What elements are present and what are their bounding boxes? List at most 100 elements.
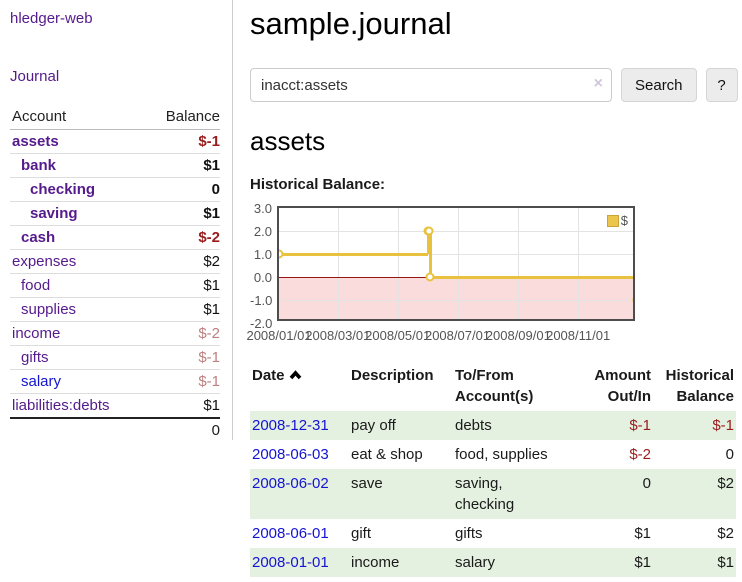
table-row: 2008-01-01 income salary $1 $1 — [250, 548, 736, 577]
account-balance: $1 — [203, 205, 220, 222]
register-header-balance[interactable]: Historical Balance — [665, 367, 734, 405]
sidebar: hledger-web Journal Account Balance asse… — [0, 0, 233, 440]
register-cell-date: 2008-06-02 — [250, 469, 349, 519]
register-cell-balance: $2 — [653, 469, 736, 519]
legend-swatch — [606, 214, 619, 227]
register-cell-date: 2008-06-03 — [250, 440, 349, 469]
chart-line-segment — [428, 231, 432, 277]
table-row: 2008-06-03 eat & shop food, supplies $-2 0 — [250, 440, 736, 469]
account-balance: $1 — [203, 301, 220, 318]
register-cell-description: pay off — [349, 411, 453, 440]
register-header-amount[interactable]: Amount Out/In — [594, 367, 651, 405]
page-title: sample.journal — [250, 6, 452, 41]
register-header-row: Date Description To/From Account(s) Amou… — [250, 363, 736, 411]
sort-ascending-icon — [289, 365, 302, 386]
horizontal-gridline — [279, 254, 633, 255]
account-link-supplies[interactable]: supplies — [21, 301, 77, 318]
account-row: supplies $1 — [10, 298, 220, 322]
register-cell-accounts: salary — [453, 548, 578, 577]
account-link-bank[interactable]: bank — [21, 157, 57, 174]
register-cell-accounts: saving, checking — [453, 469, 578, 519]
account-row: food $1 — [10, 274, 220, 298]
account-balance: $-2 — [198, 325, 220, 342]
y-axis-label: 0.0 — [253, 270, 272, 285]
account-link-assets[interactable]: assets — [12, 133, 59, 150]
chart-line-segment — [426, 231, 430, 254]
account-link-checking[interactable]: checking — [30, 181, 96, 198]
search-input[interactable] — [250, 68, 612, 102]
account-link-expenses[interactable]: expenses — [12, 253, 77, 270]
x-axis-label: 2008/09/01 — [485, 328, 551, 343]
chart-data-point — [425, 272, 435, 282]
main-content: sample.journal × Search ? assets Histori… — [233, 0, 742, 582]
legend-label: $ — [620, 213, 628, 228]
vertical-gridline — [338, 208, 339, 319]
search-button[interactable]: Search — [621, 68, 697, 102]
chart-data-point — [279, 249, 284, 259]
account-row: saving $1 — [10, 202, 220, 226]
chart-data-point — [424, 226, 434, 236]
register-cell-amount: $-2 — [629, 446, 651, 463]
register-cell-amount: $1 — [634, 525, 651, 542]
register-cell-amount: $1 — [578, 548, 653, 577]
x-axis-label: 2008/03/01 — [305, 328, 371, 343]
app-title-link[interactable]: hledger-web — [10, 10, 93, 27]
vertical-gridline — [518, 208, 519, 319]
transaction-date-link[interactable]: 2008-01-01 — [252, 554, 329, 571]
table-row: 2008-06-01 gift gifts $1 $2 — [250, 519, 736, 548]
account-link-food[interactable]: food — [21, 277, 51, 294]
account-row: cash $-2 — [10, 226, 220, 250]
transaction-date-link[interactable]: 2008-06-01 — [252, 525, 329, 542]
account-link-income[interactable]: income — [12, 325, 61, 342]
x-axis-label: 2008/05/01 — [365, 328, 431, 343]
register-cell-balance: $-1 — [653, 411, 736, 440]
register-cell-accounts: gifts — [455, 525, 483, 542]
account-link-salary[interactable]: salary — [21, 373, 62, 390]
account-balance: $2 — [203, 253, 220, 270]
account-row: assets $-1 — [10, 130, 220, 154]
vertical-gridline — [458, 208, 459, 319]
balance-column-header: Balance — [165, 108, 220, 125]
register-header-accounts[interactable]: To/From Account(s) — [455, 367, 534, 405]
account-link-cash[interactable]: cash — [21, 229, 56, 246]
register-cell-description: gift — [351, 525, 372, 542]
account-link-gifts[interactable]: gifts — [21, 349, 49, 366]
register-header-date[interactable]: Date — [250, 363, 349, 411]
account-row: expenses $2 — [10, 250, 220, 274]
clear-search-icon[interactable]: × — [593, 75, 603, 92]
register-cell-description: income — [349, 548, 453, 577]
horizontal-gridline — [279, 231, 633, 232]
register-table: Date Description To/From Account(s) Amou… — [250, 363, 736, 577]
accounts-total-value: 0 — [211, 422, 220, 439]
account-column-header: Account — [12, 108, 67, 125]
transaction-date-link[interactable]: 2008-12-31 — [252, 417, 329, 434]
help-button[interactable]: ? — [705, 68, 738, 102]
chart-line-segment — [279, 252, 429, 256]
sidebar-item-journal[interactable]: Journal — [10, 68, 60, 85]
chart-data-point — [632, 295, 633, 305]
x-axis-label: 2008/11/01 — [546, 328, 611, 343]
register-cell-balance: 0 — [725, 446, 734, 463]
account-balance: 0 — [211, 181, 220, 198]
account-link-saving[interactable]: saving — [30, 205, 78, 222]
chart-plot-area[interactable]: $ — [277, 206, 635, 321]
register-header-description[interactable]: Description — [351, 367, 434, 384]
register-cell-date: 2008-12-31 — [250, 411, 349, 440]
horizontal-gridline — [279, 300, 633, 301]
balance-chart: $ 3.0 2.0 1.0 0.0 -1.0 -2.0 2008/01/01 2008/03… — [246, 202, 738, 343]
account-row: gifts $-1 — [10, 346, 220, 370]
transaction-date-link[interactable]: 2008-06-02 — [252, 475, 329, 492]
chart-line-segment — [430, 275, 633, 279]
negative-region — [279, 277, 633, 319]
account-balance: $1 — [203, 397, 220, 414]
transaction-date-link[interactable]: 2008-06-03 — [252, 446, 329, 463]
chart-line-segment — [634, 277, 635, 300]
account-row: income $-2 — [10, 322, 220, 346]
register-cell-description: save — [349, 469, 453, 519]
account-link-liabilities-debts[interactable]: liabilities:debts — [12, 397, 110, 414]
vertical-gridline — [398, 208, 399, 319]
account-row: checking 0 — [10, 178, 220, 202]
account-row: liabilities:debts $1 — [10, 394, 220, 417]
y-axis-label: -2.0 — [250, 316, 273, 331]
search-bar: × Search ? — [250, 68, 738, 102]
